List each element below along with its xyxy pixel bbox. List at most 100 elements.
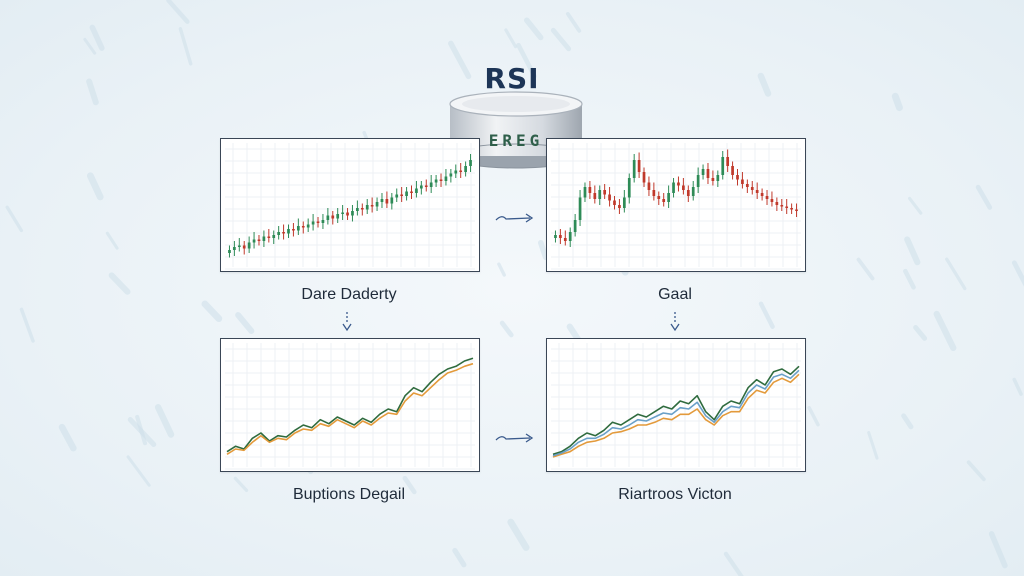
candle-body bbox=[667, 193, 670, 202]
candle-body bbox=[277, 232, 281, 235]
candle-body bbox=[652, 190, 656, 196]
candle-body bbox=[721, 157, 725, 175]
candle-body bbox=[390, 197, 394, 204]
background-stroke bbox=[507, 518, 530, 551]
background-stroke bbox=[105, 231, 119, 250]
candle-body bbox=[618, 205, 621, 208]
candle-body bbox=[563, 238, 567, 241]
candle-body bbox=[370, 205, 374, 207]
series-line bbox=[552, 369, 800, 457]
background-stroke bbox=[166, 0, 190, 24]
candle-body bbox=[568, 232, 572, 241]
panel-caption-top-left: Dare Daderty bbox=[301, 286, 397, 303]
candle-body bbox=[292, 229, 295, 231]
background-stroke bbox=[201, 300, 223, 323]
candle-body bbox=[375, 202, 379, 207]
chart-panel-bottom-left bbox=[220, 338, 480, 472]
candle-body bbox=[272, 235, 276, 238]
background-stroke bbox=[867, 431, 879, 460]
arrow-right-top bbox=[495, 213, 534, 223]
candle-body bbox=[419, 185, 423, 189]
series-line bbox=[226, 357, 474, 453]
background-stroke bbox=[86, 78, 99, 106]
candle-body bbox=[677, 182, 680, 186]
candle-body bbox=[686, 190, 690, 196]
candle-body bbox=[622, 197, 626, 208]
background-stroke bbox=[58, 423, 77, 452]
candle-body bbox=[415, 188, 418, 193]
background-stroke bbox=[550, 27, 572, 52]
background-stroke bbox=[233, 476, 249, 493]
candle-body bbox=[755, 190, 759, 193]
candle-body bbox=[356, 208, 359, 211]
candle-body bbox=[252, 239, 256, 243]
background-stroke bbox=[901, 413, 914, 430]
candle-body bbox=[588, 187, 592, 193]
background-stroke bbox=[83, 37, 97, 55]
candle-body bbox=[410, 191, 413, 193]
background-stroke bbox=[108, 272, 131, 295]
candle-body bbox=[627, 178, 631, 198]
arrow-down-right bbox=[670, 312, 680, 332]
candle-body bbox=[657, 196, 661, 199]
candle-body bbox=[554, 235, 557, 238]
candle-body bbox=[242, 245, 246, 249]
drum-label: EREG bbox=[489, 131, 544, 150]
background-stroke bbox=[913, 324, 928, 341]
series-line bbox=[552, 373, 800, 458]
candle-body bbox=[741, 179, 744, 184]
background-stroke bbox=[5, 205, 24, 233]
background-stroke bbox=[178, 27, 193, 66]
candle-body bbox=[696, 175, 700, 187]
background-stroke bbox=[497, 262, 506, 277]
candle-body bbox=[316, 221, 320, 223]
candle-body bbox=[454, 170, 458, 174]
candle-body bbox=[691, 187, 695, 196]
candle-body bbox=[750, 187, 754, 190]
candle-body bbox=[385, 199, 389, 204]
background-stroke bbox=[402, 475, 417, 495]
background-stroke bbox=[235, 312, 255, 334]
candle-body bbox=[632, 160, 636, 178]
candle-body bbox=[306, 224, 310, 228]
chart-panel-top-left bbox=[220, 138, 480, 272]
background-stroke bbox=[757, 72, 772, 97]
candle-body bbox=[780, 205, 784, 207]
candle-body bbox=[267, 236, 271, 238]
background-stroke bbox=[891, 92, 903, 112]
background-stroke bbox=[135, 414, 148, 446]
arrow-right-bottom bbox=[495, 433, 534, 443]
background-stroke bbox=[908, 196, 923, 215]
candle-body bbox=[613, 200, 616, 205]
diagram-title: RSI bbox=[484, 62, 540, 95]
candle-body bbox=[459, 170, 463, 172]
background-stroke bbox=[945, 257, 967, 291]
candle-body bbox=[395, 194, 399, 198]
candle-body bbox=[444, 176, 448, 181]
candle-body bbox=[262, 236, 266, 241]
candle-body bbox=[745, 184, 749, 187]
background-stroke bbox=[988, 531, 1008, 569]
panel-caption-bottom-right: Riartroos Victon bbox=[618, 486, 732, 503]
candle-body bbox=[301, 226, 305, 228]
background-stroke bbox=[516, 42, 537, 79]
candle-body bbox=[282, 232, 285, 234]
candle-body bbox=[770, 199, 774, 202]
candle-body bbox=[346, 212, 349, 216]
candle-body bbox=[257, 239, 261, 241]
candle-body bbox=[608, 194, 611, 201]
candle-body bbox=[701, 169, 705, 175]
background-stroke bbox=[856, 257, 875, 281]
background-stroke bbox=[1011, 260, 1024, 287]
candle-body bbox=[760, 193, 764, 196]
candle-body bbox=[405, 191, 408, 196]
background-stroke bbox=[86, 172, 104, 201]
background-stroke bbox=[966, 460, 986, 482]
candle-body bbox=[400, 194, 404, 196]
candle-body bbox=[637, 160, 641, 172]
candle-body bbox=[795, 209, 798, 211]
candle-body bbox=[716, 175, 720, 181]
line-chart-bottom-right bbox=[551, 343, 801, 470]
background-stroke bbox=[723, 551, 744, 576]
